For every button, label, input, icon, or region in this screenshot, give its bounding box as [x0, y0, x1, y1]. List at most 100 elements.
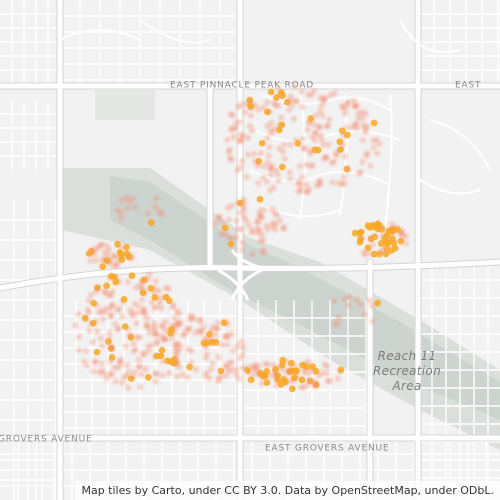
density-point — [352, 103, 358, 110]
density-point — [110, 252, 117, 259]
density-point — [281, 224, 288, 231]
density-point — [265, 152, 272, 159]
density-point — [260, 237, 267, 244]
density-point — [346, 293, 353, 300]
density-point — [357, 301, 364, 308]
density-point — [260, 174, 267, 181]
density-point — [288, 385, 296, 393]
density-point — [106, 305, 113, 312]
density-point — [262, 360, 269, 367]
density-point — [124, 205, 130, 212]
density-point — [248, 112, 254, 119]
density-point — [174, 373, 180, 380]
density-point — [233, 371, 240, 378]
density-point — [364, 244, 372, 252]
density-point — [256, 227, 263, 234]
density-point — [99, 241, 106, 248]
density-point — [376, 141, 383, 147]
density-point — [196, 327, 203, 334]
density-point — [357, 228, 365, 236]
density-point — [243, 217, 250, 224]
density-point — [235, 199, 242, 206]
density-point — [90, 299, 98, 307]
density-point — [339, 181, 346, 188]
density-point — [81, 314, 89, 322]
density-point — [279, 148, 286, 155]
density-point — [139, 350, 146, 357]
density-point — [136, 364, 143, 371]
density-point — [287, 141, 294, 148]
density-point — [149, 299, 156, 306]
density-point — [206, 375, 213, 382]
density-point — [226, 360, 233, 367]
density-point — [237, 209, 244, 216]
density-point — [270, 184, 277, 191]
density-point — [273, 94, 280, 101]
density-point — [98, 360, 105, 367]
density-point — [158, 295, 165, 302]
density-point — [146, 271, 153, 278]
density-point — [306, 186, 312, 192]
density-point — [239, 239, 246, 246]
density-point — [241, 206, 248, 213]
density-point — [156, 299, 163, 306]
density-point — [268, 127, 274, 134]
density-point — [281, 141, 288, 148]
density-point — [251, 365, 258, 372]
density-point — [88, 292, 94, 299]
density-point — [326, 377, 333, 384]
density-point — [118, 379, 125, 386]
density-point — [242, 100, 249, 107]
density-point — [111, 364, 118, 371]
density-point — [174, 308, 181, 315]
density-point — [254, 219, 261, 226]
road-label-grovers-left: GROVERS AVENUE — [0, 435, 92, 445]
density-point — [166, 370, 172, 377]
density-point — [245, 222, 252, 229]
density-point — [329, 179, 336, 186]
density-point — [101, 370, 108, 377]
density-point — [158, 305, 165, 312]
density-point — [179, 371, 186, 378]
density-point — [134, 310, 141, 317]
density-point — [158, 333, 165, 340]
density-point — [184, 326, 191, 333]
density-point — [285, 366, 292, 373]
density-point — [237, 338, 244, 345]
density-point — [225, 216, 232, 223]
density-point — [359, 137, 366, 144]
density-point — [299, 103, 306, 110]
density-point — [203, 369, 210, 376]
area-label-reach-11-line3: Area — [391, 379, 421, 393]
density-point — [97, 335, 104, 342]
density-point — [311, 381, 318, 388]
density-point — [121, 323, 129, 330]
density-point — [266, 144, 273, 151]
density-point — [299, 136, 306, 142]
density-point — [138, 297, 145, 304]
density-point — [218, 342, 225, 349]
density-point — [151, 305, 158, 312]
density-point — [153, 331, 160, 338]
density-point — [340, 132, 347, 139]
density-point — [279, 376, 287, 384]
density-point — [402, 240, 409, 247]
density-point — [390, 239, 398, 247]
density-point — [309, 363, 316, 370]
density-point — [362, 128, 369, 135]
density-point — [125, 278, 131, 285]
density-point — [100, 316, 107, 323]
density-point — [302, 181, 309, 188]
density-point — [239, 351, 246, 358]
density-point — [213, 325, 220, 332]
density-point — [288, 359, 295, 367]
density-point — [93, 257, 100, 264]
density-point — [126, 369, 133, 376]
density-point — [364, 222, 372, 230]
density-point — [86, 309, 93, 316]
density-point — [359, 235, 365, 242]
area-label-reach-11-line1: Reach 11 — [378, 349, 437, 363]
density-point — [228, 126, 235, 133]
density-point — [380, 247, 387, 254]
